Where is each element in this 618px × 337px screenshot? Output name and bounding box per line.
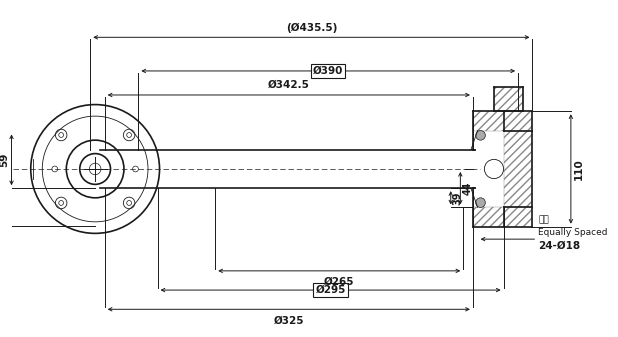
Text: 110: 110 [574,158,584,180]
Text: Ø295: Ø295 [315,285,346,295]
Text: Ø342.5: Ø342.5 [268,80,310,90]
Text: 均布: 均布 [538,215,549,224]
Text: Ø325: Ø325 [274,316,304,326]
Bar [473,208,533,227]
Text: Ø265: Ø265 [324,277,355,287]
Text: 59: 59 [0,153,10,167]
Bar [504,130,533,208]
Text: Equally Spaced: Equally Spaced [538,228,607,237]
Circle shape [476,198,485,208]
Text: (Ø435.5): (Ø435.5) [286,22,337,32]
Text: 44: 44 [462,181,472,195]
Bar [473,111,533,130]
Bar [494,87,523,111]
Text: 24-Ø18: 24-Ø18 [538,241,580,251]
Circle shape [476,130,485,140]
Text: 39: 39 [452,191,463,205]
Text: Ø390: Ø390 [313,66,344,76]
